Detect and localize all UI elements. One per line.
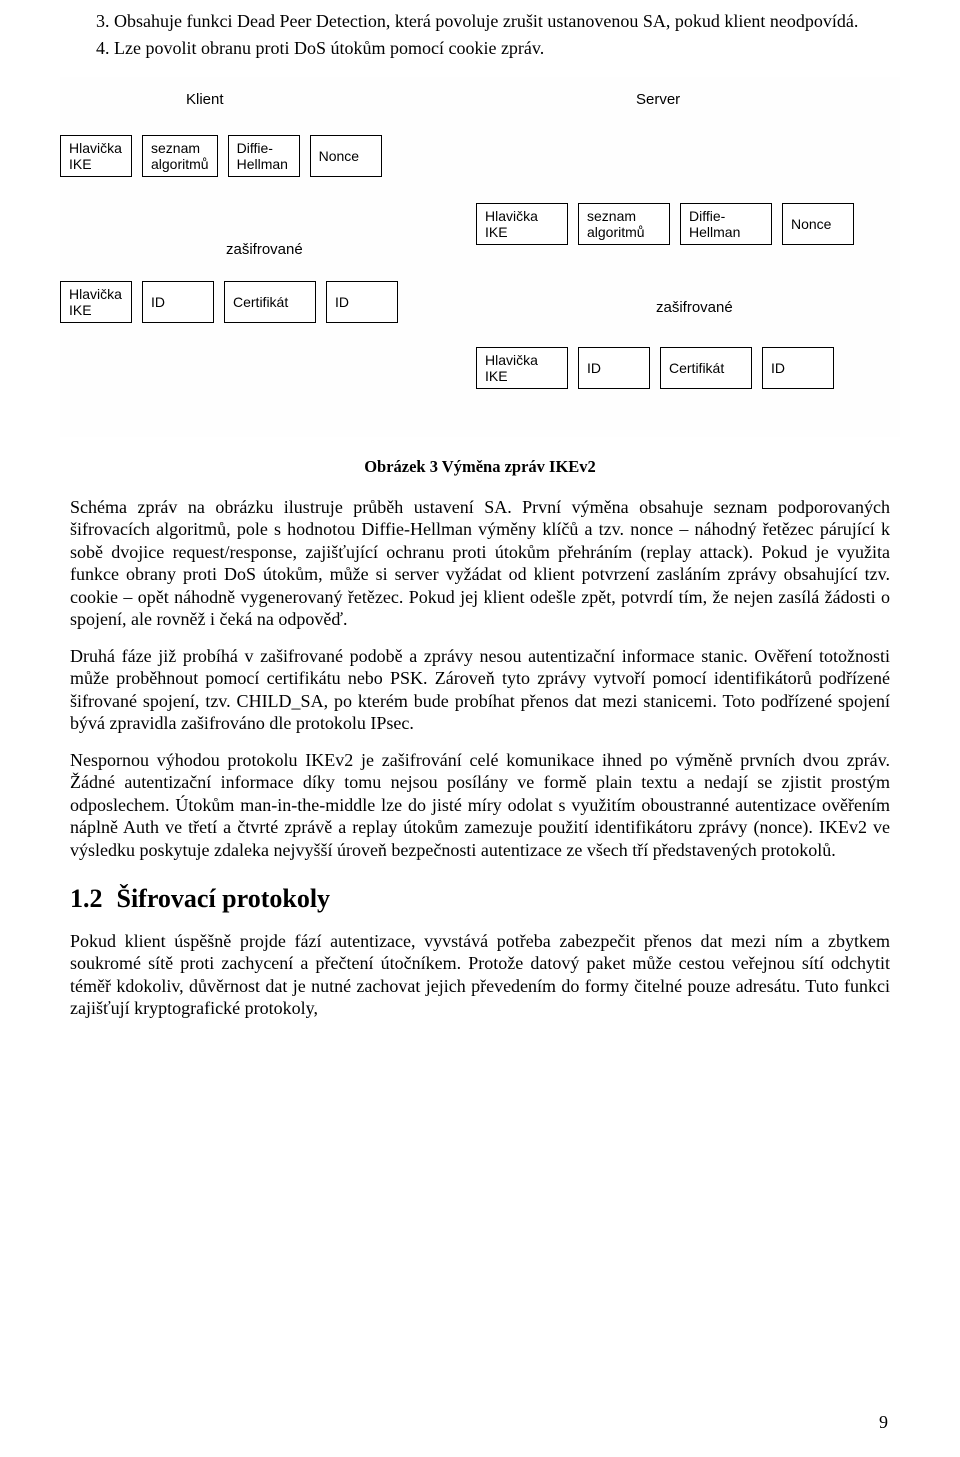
list-item-4: Lze povolit obranu proti DoS útokům pomo…	[114, 37, 890, 60]
page-number: 9	[879, 1411, 888, 1434]
box: Hlavička IKE	[476, 347, 568, 389]
numbered-list: Obsahuje funkci Dead Peer Detection, kte…	[70, 10, 890, 59]
box: Certifikát	[224, 281, 316, 323]
box: Diffie- Hellman	[228, 135, 300, 177]
figure-caption: Obrázek 3 Výměna zpráv IKEv2	[70, 457, 890, 478]
box: ID	[142, 281, 214, 323]
section-heading: 1.2 Šifrovací protokoly	[70, 883, 890, 916]
figure-label-server: Server	[636, 91, 680, 110]
msg-row-2: Hlavička IKE seznam algoritmů Diffie- He…	[476, 203, 854, 245]
box: Hlavička IKE	[60, 135, 132, 177]
figure-label-klient: Klient	[186, 91, 224, 110]
box: ID	[762, 347, 834, 389]
msg-row-4: Hlavička IKE ID Certifikát ID	[476, 347, 834, 389]
box: Hlavička IKE	[60, 281, 132, 323]
msg-row-3: Hlavička IKE ID Certifikát ID	[60, 281, 398, 323]
figure-label-encrypted-left: zašifrované	[226, 241, 303, 260]
paragraph-4: Pokud klient úspěšně projde fází autenti…	[70, 930, 890, 1020]
paragraph-1: Schéma zpráv na obrázku ilustruje průběh…	[70, 496, 890, 631]
box: ID	[326, 281, 398, 323]
paragraph-3: Nespornou výhodou protokolu IKEv2 je zaš…	[70, 749, 890, 862]
box: Certifikát	[660, 347, 752, 389]
list-item-3: Obsahuje funkci Dead Peer Detection, kte…	[114, 10, 890, 33]
section-title: Šifrovací protokoly	[117, 884, 331, 913]
box: seznam algoritmů	[142, 135, 218, 177]
section-number: 1.2	[70, 883, 103, 916]
figure-label-encrypted-right: zašifrované	[656, 299, 733, 318]
paragraph-2: Druhá fáze již probíhá v zašifrované pod…	[70, 645, 890, 735]
box: Nonce	[782, 203, 854, 245]
box: Hlavička IKE	[476, 203, 568, 245]
box: ID	[578, 347, 650, 389]
box: Nonce	[310, 135, 382, 177]
box: seznam algoritmů	[578, 203, 670, 245]
msg-row-1: Hlavička IKE seznam algoritmů Diffie- He…	[60, 135, 382, 177]
box: Diffie- Hellman	[680, 203, 772, 245]
figure-ikev2-exchange: Klient Server Hlavička IKE seznam algori…	[60, 77, 900, 437]
